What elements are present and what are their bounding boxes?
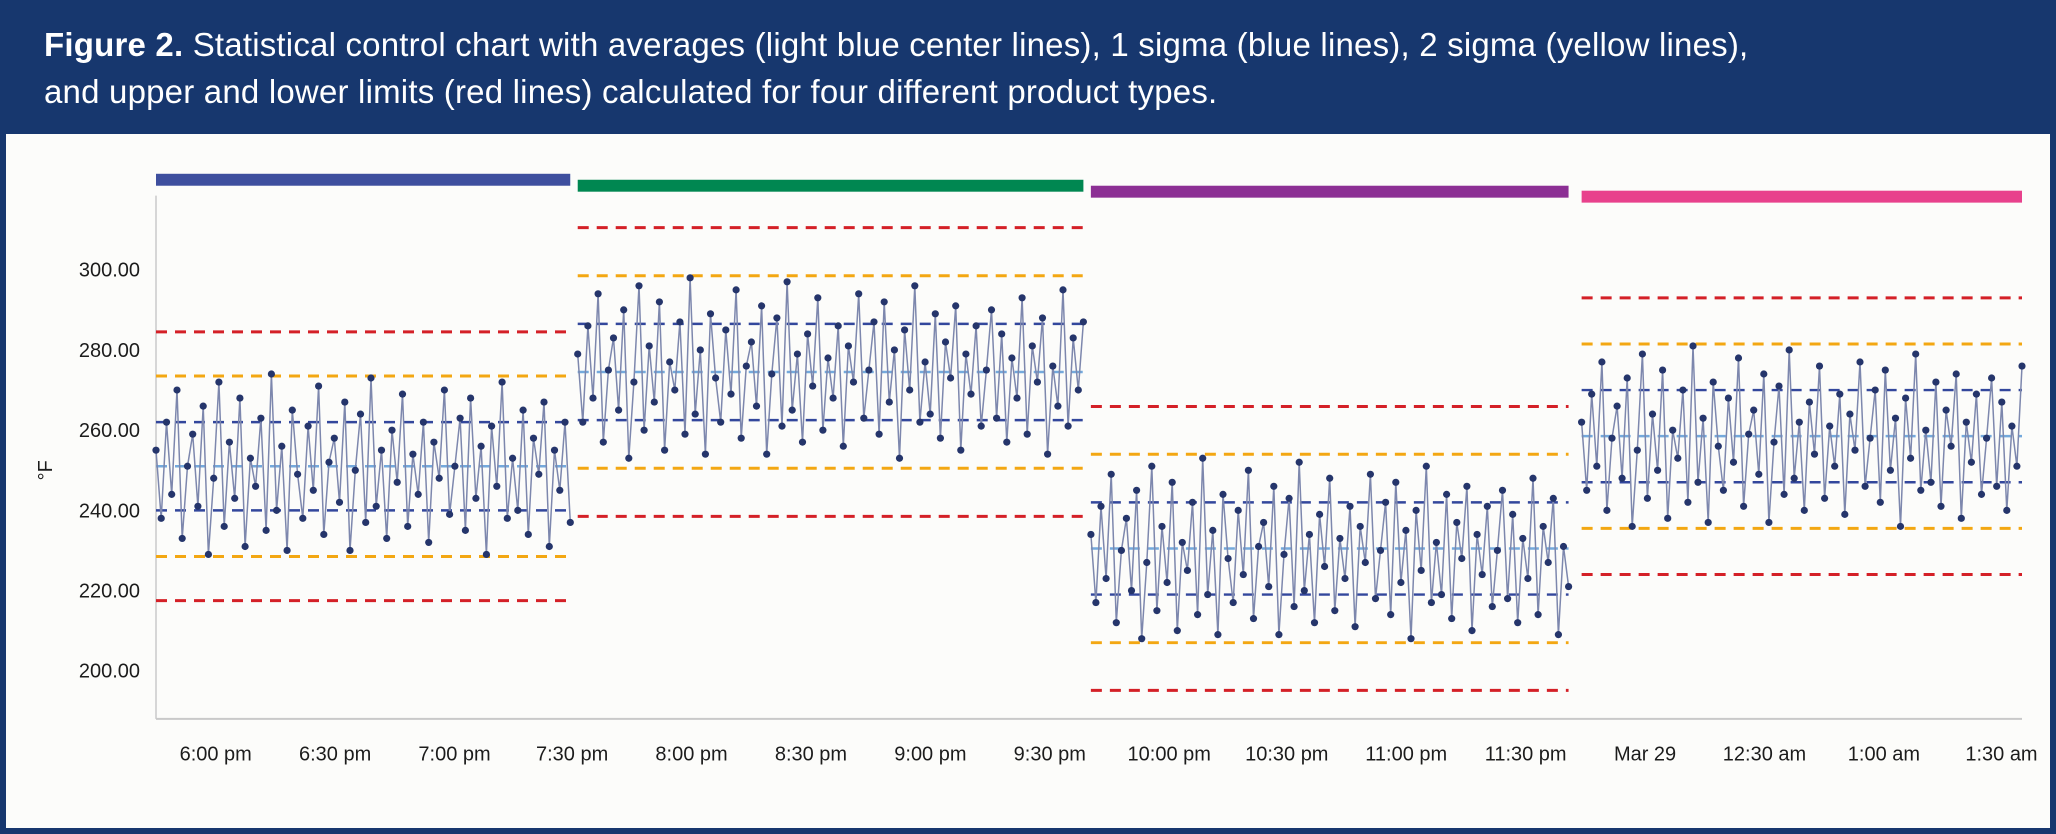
segment-product-2 xyxy=(574,179,1087,518)
y-tick-label: 200.00 xyxy=(79,660,140,682)
y-tick-label: 300.00 xyxy=(79,259,140,281)
y-tick-label: 240.00 xyxy=(79,500,140,522)
segment-bar xyxy=(1581,190,2022,203)
x-tick-label: 7:00 pm xyxy=(418,743,490,765)
x-tick-label: 11:00 pm xyxy=(1365,743,1447,765)
control-limit-lines xyxy=(1581,296,2022,576)
y-tick-label: 260.00 xyxy=(79,420,140,442)
control-limit-lines xyxy=(1090,404,1569,692)
y-tick-label: 280.00 xyxy=(79,340,140,362)
data-line xyxy=(1580,345,2023,527)
segment-product-4 xyxy=(1578,190,2026,576)
segment-product-1 xyxy=(152,173,574,602)
control-chart-region: 300.00 280.00 260.00 240.00 220.00 200.00 °F 6:… xyxy=(6,133,2050,828)
x-tick-label: 12:30 am xyxy=(1723,743,1806,765)
segment-bar xyxy=(1090,185,1569,198)
x-tick-label: 9:00 pm xyxy=(894,743,966,765)
x-tick-label: Mar 29 xyxy=(1614,743,1676,765)
x-tick-label: 10:30 pm xyxy=(1245,743,1328,765)
figure-caption: Figure 2. Statistical control chart with… xyxy=(6,6,2050,134)
figure-caption-line1: Statistical control chart with averages … xyxy=(183,26,1749,63)
y-axis-ticks: 300.00 280.00 260.00 240.00 220.00 200.00 xyxy=(79,259,140,682)
x-tick-label: 11:30 pm xyxy=(1485,743,1567,765)
segment-bar xyxy=(577,179,1084,192)
control-limit-lines xyxy=(577,225,1084,518)
x-tick-label: 7:30 pm xyxy=(536,743,608,765)
x-tick-label: 6:00 pm xyxy=(180,743,252,765)
x-tick-label: 6:30 pm xyxy=(299,743,371,765)
data-line xyxy=(155,373,572,555)
data-points xyxy=(574,273,1087,462)
segment-product-3 xyxy=(1087,185,1573,692)
segment-bar xyxy=(156,173,571,186)
x-tick-label: 8:30 pm xyxy=(775,743,847,765)
x-tick-label: 1:00 am xyxy=(1848,743,1920,765)
x-axis-ticks: 6:00 pm 6:30 pm 7:00 pm 7:30 pm 8:00 pm 8:30 … xyxy=(180,743,2038,765)
x-tick-label: 8:00 pm xyxy=(655,743,727,765)
data-line xyxy=(576,277,1085,459)
data-points xyxy=(1578,342,2026,530)
x-tick-label: 10:00 pm xyxy=(1128,743,1211,765)
y-tick-label: 220.00 xyxy=(79,580,140,602)
figure-caption-label: Figure 2. xyxy=(44,26,184,63)
data-points xyxy=(1087,454,1573,642)
y-axis-label: °F xyxy=(35,460,57,480)
x-tick-label: 9:30 pm xyxy=(1014,743,1086,765)
data-points xyxy=(152,370,574,558)
x-tick-label: 1:30 am xyxy=(1965,743,2037,765)
figure-caption-line2: and upper and lower limits (red lines) c… xyxy=(44,72,1218,110)
control-chart-svg: 300.00 280.00 260.00 240.00 220.00 200.00 °F 6:… xyxy=(35,173,2038,765)
control-limit-lines xyxy=(156,330,571,602)
